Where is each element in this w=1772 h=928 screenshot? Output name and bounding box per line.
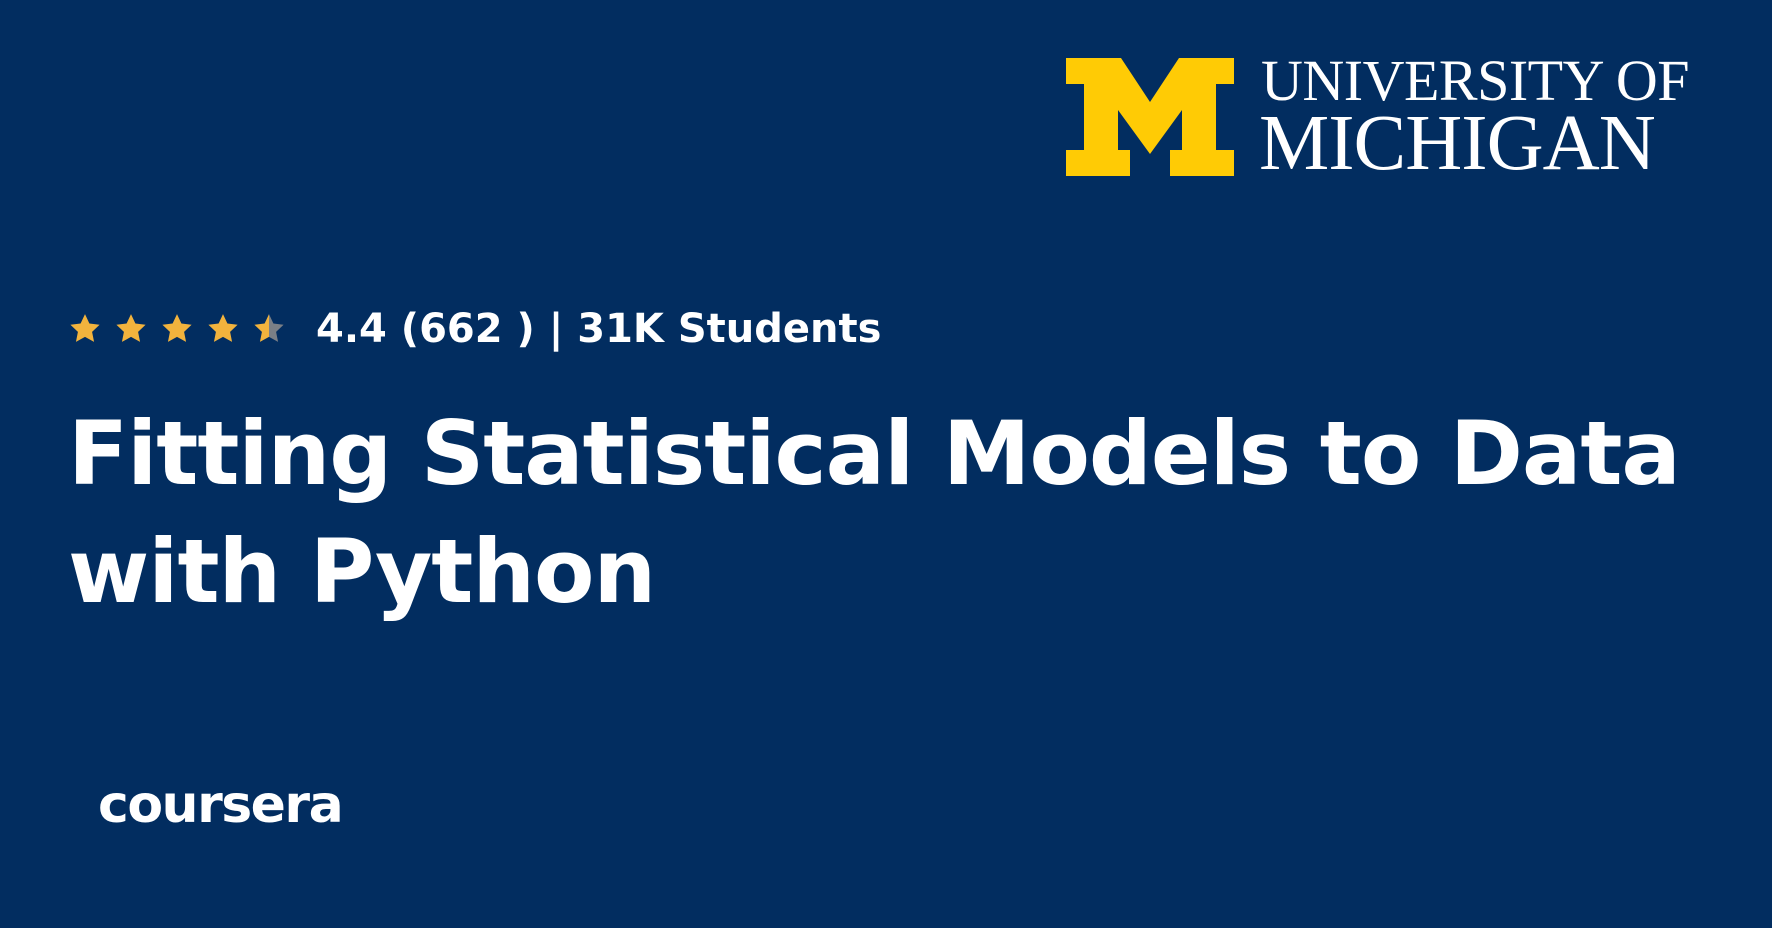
university-wordmark-line1: UNIVERSITY OF	[1261, 48, 1689, 113]
course-title: Fitting Statistical Models to Data with …	[68, 402, 1681, 623]
rating-row: 4.4 (662 ) | 31K Students	[68, 302, 881, 356]
university-wordmark-line2: MICHIGAN	[1259, 100, 1656, 187]
block-m-icon	[1066, 58, 1234, 176]
university-logo: UNIVERSITY OF MICHIGAN	[1066, 52, 1712, 183]
star-icon	[208, 314, 238, 342]
half-star-icon	[254, 314, 284, 342]
rating-summary: 4.4 (662 ) | 31K Students	[316, 306, 882, 352]
star-icon	[116, 314, 146, 342]
star-icon	[162, 314, 192, 342]
star-icon	[70, 314, 100, 342]
university-wordmark: UNIVERSITY OF MICHIGAN	[1259, 52, 1716, 187]
star-rating	[68, 302, 286, 356]
coursera-logo: coursera	[98, 775, 344, 835]
